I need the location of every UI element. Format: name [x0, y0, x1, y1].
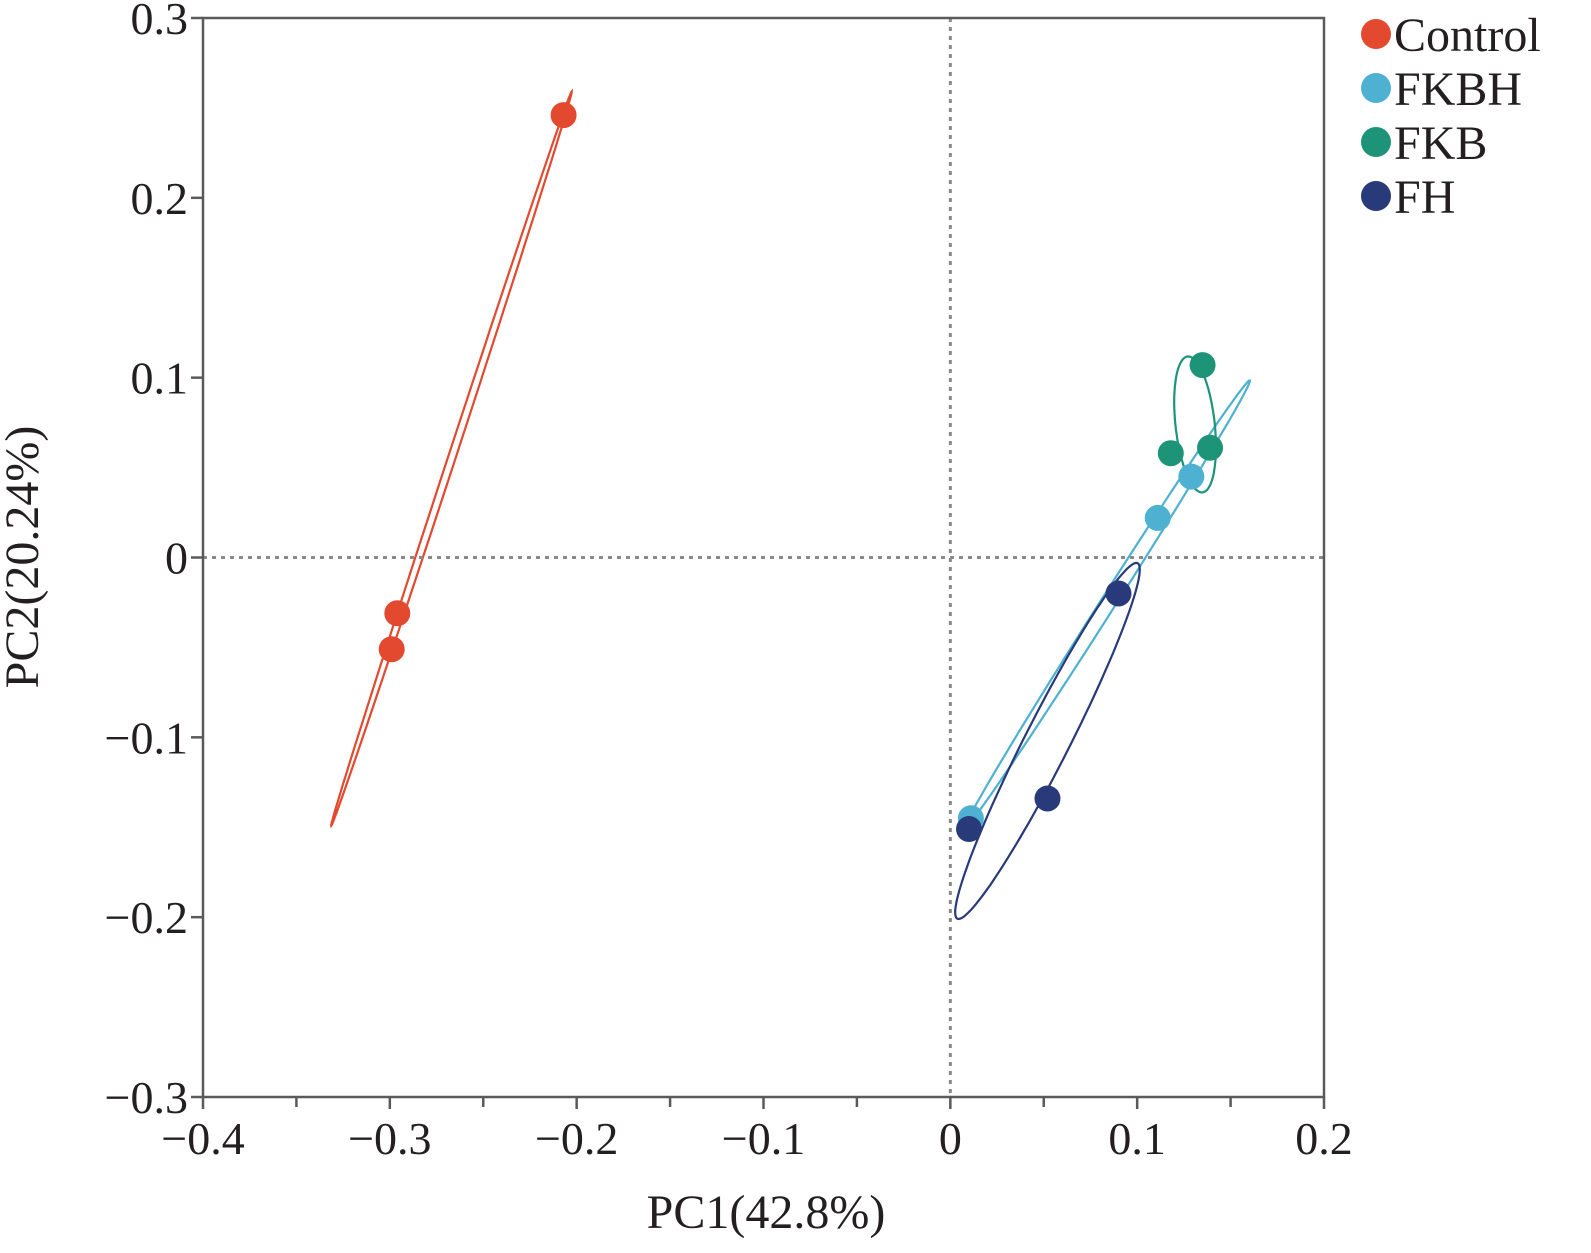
x-tick-label: −0.3	[348, 1113, 431, 1164]
point-fkb	[1157, 440, 1184, 467]
y-axis-title: PC2(20.24%)	[0, 426, 49, 689]
point-fkbh	[1144, 504, 1171, 531]
ellipse-fh	[954, 561, 1141, 921]
ellipse-fkb	[1173, 355, 1218, 494]
legend-label-fkb: FKB	[1394, 117, 1487, 170]
legend-marker-control	[1361, 19, 1391, 49]
x-axis-ticks: −0.4 −0.3 −0.2 −0.1 0 0.1 0.2	[161, 1097, 1353, 1164]
point-fkb	[1197, 434, 1224, 461]
x-tick-label: −0.2	[535, 1113, 618, 1164]
y-tick-label: 0	[165, 533, 188, 584]
point-fkb	[1189, 352, 1216, 379]
x-tick-label: 0.1	[1108, 1113, 1166, 1164]
point-fkbh	[1178, 463, 1205, 490]
legend-label-fh: FH	[1394, 171, 1455, 224]
x-axis-title: PC1(42.8%)	[647, 1186, 886, 1239]
y-tick-label: −0.1	[105, 712, 188, 763]
point-control	[378, 636, 405, 663]
legend-marker-fkbh	[1361, 73, 1391, 103]
point-fh	[1105, 580, 1132, 607]
y-axis-ticks: 0.3 0.2 0.1 0 −0.1 −0.2 −0.3	[105, 0, 203, 1123]
ellipse-control	[330, 88, 573, 829]
y-tick-label: 0.2	[131, 173, 189, 224]
x-tick-label: −0.1	[722, 1113, 805, 1164]
legend-marker-fkb	[1361, 127, 1391, 157]
x-tick-label: 0	[939, 1113, 962, 1164]
legend-label-fkbh: FKBH	[1394, 63, 1522, 116]
plot-frame	[201, 16, 1326, 1099]
y-tick-label: 0.1	[131, 353, 189, 404]
point-control	[550, 102, 577, 129]
x-tick-label: 0.2	[1295, 1113, 1353, 1164]
point-control	[384, 600, 411, 627]
confidence-ellipses	[330, 88, 1252, 921]
x-tick-label: −0.4	[161, 1113, 244, 1164]
y-tick-label: 0.3	[131, 0, 189, 44]
y-tick-label: −0.2	[105, 892, 188, 943]
point-fh	[956, 816, 983, 843]
y-tick-label: −0.3	[105, 1072, 188, 1123]
point-fh	[1034, 785, 1061, 812]
data-points	[378, 102, 1224, 843]
legend-marker-fh	[1361, 181, 1391, 211]
legend-label-control: Control	[1394, 9, 1541, 62]
